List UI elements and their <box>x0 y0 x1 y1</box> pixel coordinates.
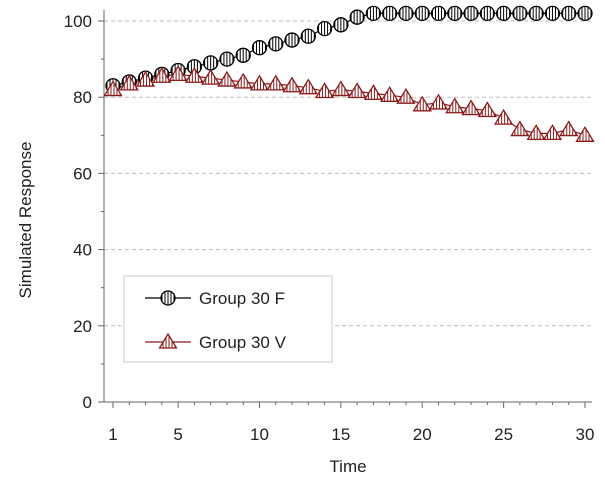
data-point <box>512 5 528 22</box>
data-point <box>365 5 382 22</box>
data-point <box>430 5 447 22</box>
data-point <box>577 5 593 22</box>
legend: Group 30 F Group 30 V <box>123 275 333 363</box>
y-tick-label: 20 <box>73 317 92 336</box>
x-tick-label: 1 <box>108 425 117 444</box>
data-point <box>203 55 219 71</box>
data-point <box>544 5 561 22</box>
data-point <box>251 40 268 56</box>
x-tick-label: 10 <box>250 425 269 444</box>
data-point <box>268 36 284 52</box>
legend-label: Group 30 V <box>199 333 287 352</box>
y-axis-title: Simulated Response <box>16 142 35 299</box>
x-tick-label: 25 <box>494 425 513 444</box>
data-point <box>331 80 351 97</box>
y-tick-label: 60 <box>73 164 92 183</box>
data-point <box>316 20 333 37</box>
data-point <box>447 5 463 22</box>
data-point <box>493 108 514 125</box>
data-point <box>266 74 286 91</box>
grid <box>104 20 592 327</box>
series-line-2 <box>112 73 586 136</box>
y-axis: 0 20 40 60 80 100 <box>64 10 105 412</box>
y-tick-label: 100 <box>64 12 92 31</box>
x-tick-label: 20 <box>413 425 432 444</box>
data-point <box>284 32 300 48</box>
x-tick-label: 5 <box>173 425 182 444</box>
data-point <box>398 5 414 22</box>
data-point <box>168 65 188 81</box>
data-point <box>219 51 235 67</box>
legend-box <box>123 275 333 363</box>
data-point <box>463 5 479 22</box>
data-point <box>300 28 316 44</box>
legend-label: Group 30 F <box>199 289 285 308</box>
data-point <box>235 47 251 63</box>
x-axis-title: Time <box>329 457 366 476</box>
data-point <box>333 17 349 33</box>
x-axis: 1 5 10 15 20 25 30 <box>104 401 595 444</box>
data-point <box>528 5 544 22</box>
data-point <box>414 5 430 22</box>
x-tick-label: 30 <box>576 425 595 444</box>
data-point <box>495 5 512 22</box>
data-point <box>428 93 449 110</box>
data-point <box>479 5 495 22</box>
data-point <box>575 126 595 142</box>
y-tick-label: 0 <box>83 393 92 412</box>
legend-marker <box>160 290 176 306</box>
data-point <box>510 120 530 137</box>
x-tick-label: 15 <box>331 425 350 444</box>
series-markers <box>103 5 595 142</box>
data-point <box>349 9 365 25</box>
data-point <box>561 5 577 22</box>
y-tick-label: 80 <box>73 88 92 107</box>
data-point <box>382 5 398 22</box>
data-point <box>559 120 579 137</box>
y-tick-label: 40 <box>73 241 92 260</box>
